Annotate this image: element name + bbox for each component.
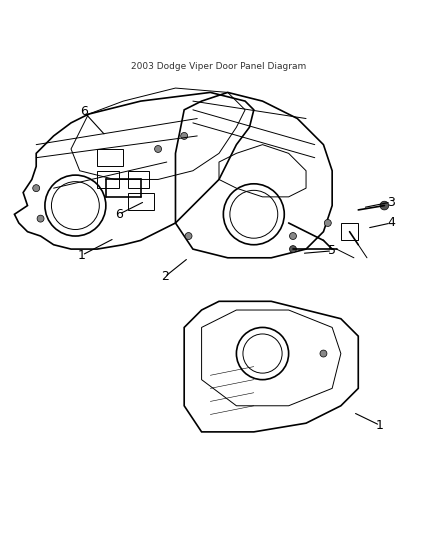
Text: 4: 4 [387, 216, 395, 230]
Text: 2: 2 [161, 270, 169, 284]
Text: 6: 6 [80, 106, 88, 118]
Circle shape [290, 246, 297, 253]
Text: 2003 Dodge Viper Door Panel Diagram: 2003 Dodge Viper Door Panel Diagram [131, 62, 307, 71]
Text: 3: 3 [387, 196, 395, 208]
Text: 1: 1 [78, 249, 86, 262]
Text: 1: 1 [376, 419, 384, 432]
Circle shape [185, 232, 192, 239]
Circle shape [320, 350, 327, 357]
Circle shape [181, 133, 187, 140]
Text: 6: 6 [115, 208, 123, 221]
Text: 5: 5 [328, 244, 336, 257]
Circle shape [155, 146, 162, 152]
Circle shape [290, 232, 297, 239]
Circle shape [380, 201, 389, 210]
Circle shape [33, 184, 40, 192]
Circle shape [324, 220, 331, 227]
Circle shape [37, 215, 44, 222]
